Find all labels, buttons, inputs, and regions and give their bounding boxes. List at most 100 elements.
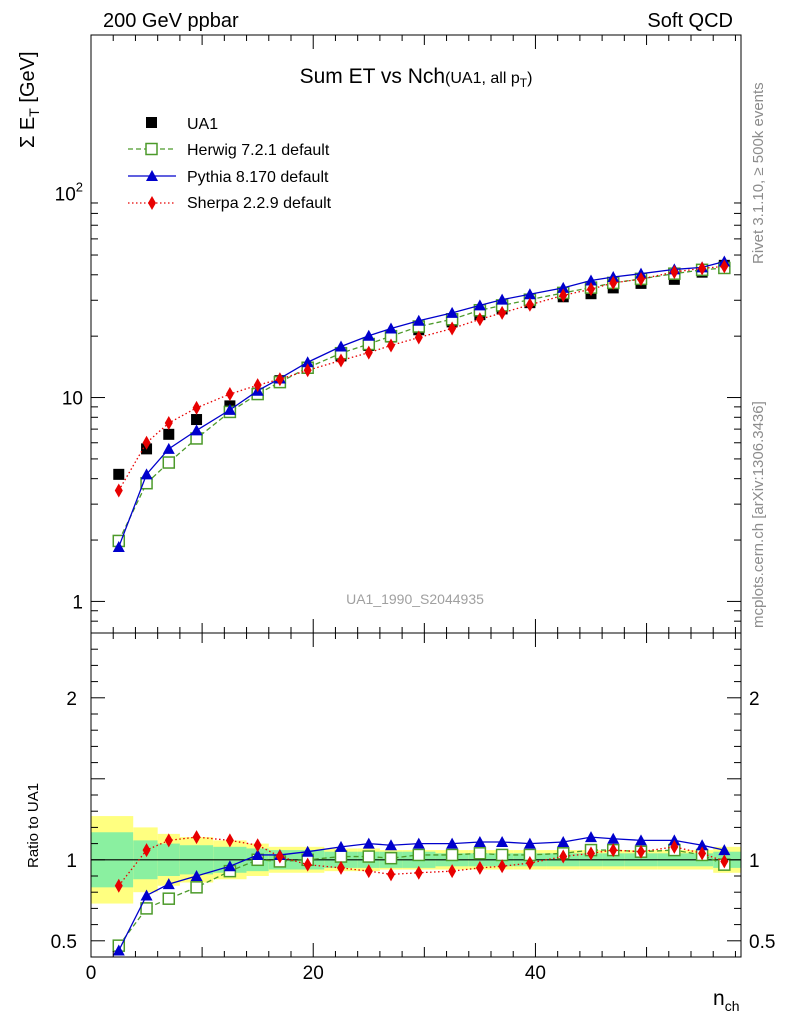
series-line-sherpa	[118, 265, 725, 491]
ratio-y-axis-label: Ratio to UA1	[25, 783, 42, 868]
main-panel: 1 10 102 Sum ET vs Nch(UA1, all p T) UA1_19…	[17, 34, 742, 634]
ratio-sherpa-point	[670, 839, 679, 854]
series-herwig	[112, 261, 731, 548]
x-axis-label-main: n	[713, 987, 725, 1010]
ratio-sherpa-point	[414, 865, 423, 880]
legend-entry-ua1: UA1	[146, 116, 218, 133]
legend-marker-herwig	[145, 142, 158, 156]
pythia-point	[362, 329, 375, 341]
ratio-herwig-point	[140, 902, 153, 915]
sherpa-point	[498, 305, 507, 320]
ua1-point	[113, 468, 125, 480]
header-right: Soft QCD	[647, 10, 733, 32]
ratio-pythia-point	[362, 837, 375, 849]
ratio-herwig-point	[334, 850, 348, 863]
pythia-point	[301, 356, 314, 368]
sherpa-point	[559, 288, 568, 303]
ratio-series-pythia	[112, 831, 731, 956]
sherpa-point	[253, 378, 262, 393]
ratio-sherpa-point	[164, 833, 173, 848]
herwig-point	[162, 456, 176, 469]
ratio-herwig-point	[445, 848, 459, 862]
ratio-pythia-point	[251, 848, 264, 860]
ua1-point	[163, 428, 175, 440]
ratio-sherpa-point	[609, 843, 618, 858]
y-tick-label: 102	[55, 180, 83, 206]
series-line-herwig	[118, 267, 725, 542]
ratio-frame	[90, 632, 742, 958]
pythia-point	[446, 306, 459, 318]
ratio-sherpa-point	[475, 860, 484, 875]
sherpa-point	[475, 312, 484, 327]
ratio-series-sherpa	[114, 830, 729, 893]
ratio-sherpa-point	[720, 854, 729, 869]
ratio-tick-label-left: 0.5	[51, 932, 77, 953]
sherpa-point	[192, 400, 201, 415]
pythia-point	[557, 281, 570, 293]
pythia-point	[335, 340, 347, 352]
header-left: 200 GeV ppbar	[103, 10, 239, 32]
ratio-sherpa-point	[337, 860, 345, 875]
pythia-point	[223, 403, 236, 415]
pythia-point	[585, 274, 597, 286]
rivet-label: Rivet 3.1.10, ≥ 500k events	[750, 82, 767, 264]
legend: UA1 Herwig 7.2.1 default Pythia 8.170 de…	[128, 116, 332, 212]
ratio-tick-label-right: 0.5	[749, 932, 775, 953]
sherpa-point	[364, 345, 373, 360]
x-tick-label: 20	[303, 963, 324, 984]
chart-title-close: )	[527, 70, 532, 87]
ratio-sherpa-point	[114, 878, 123, 893]
legend-entry-pythia: Pythia 8.170 default	[128, 169, 329, 186]
legend-label-sherpa: Sherpa 2.2.9 default	[187, 195, 332, 212]
legend-marker-sherpa	[148, 196, 156, 210]
ratio-tick-label-right: 2	[749, 689, 760, 710]
ratio-sherpa-point	[637, 844, 645, 859]
sherpa-point	[387, 338, 395, 353]
ratio-pythia-point	[223, 860, 236, 872]
x-axis-label-sub: ch	[725, 998, 740, 1014]
pythia-point	[385, 322, 397, 334]
ratio-tick-label-left: 2	[66, 689, 77, 710]
analysis-watermark: UA1_1990_S2044935	[346, 591, 484, 607]
ratio-pythia-point	[385, 839, 397, 851]
ratio-herwig-point	[362, 850, 376, 863]
sherpa-point	[720, 259, 729, 274]
ratio-pythia-point	[335, 840, 347, 852]
pythia-point	[190, 424, 203, 436]
ratio-pythia-point	[718, 844, 731, 856]
ratio-herwig-point	[495, 848, 509, 862]
ratio-pythia-point	[446, 837, 459, 849]
ratio-herwig-point	[190, 881, 203, 894]
ratio-sherpa-point	[448, 864, 457, 879]
legend-entry-herwig: Herwig 7.2.1 default	[128, 142, 330, 159]
pythia-point	[140, 468, 153, 480]
sherpa-point	[698, 261, 707, 276]
ratio-sherpa-point	[253, 838, 262, 853]
y-tick-label: 10	[62, 389, 83, 410]
y-tick-label: 1	[72, 592, 83, 613]
ratio-pythia-point	[696, 839, 709, 851]
ratio-sherpa-point	[387, 867, 395, 882]
ratio-pythia-point	[412, 837, 425, 849]
ratio-pythia-point	[496, 835, 509, 847]
chart-title-main: Sum ET vs Nch	[300, 65, 445, 88]
sherpa-point	[164, 416, 173, 431]
pythia-point	[496, 293, 509, 305]
sherpa-point	[587, 282, 595, 297]
ratio-sherpa-point	[364, 864, 373, 879]
pythia-point	[412, 314, 425, 326]
sherpa-point	[637, 272, 645, 287]
ratio-sherpa-point	[498, 859, 507, 874]
ratio-panel: 0 20 40 0.5 0.5 1 1 2 2 Ratio to UA1 nch	[25, 632, 775, 1014]
sherpa-point	[142, 435, 151, 450]
chart-title-suffix: (UA1, all p	[445, 70, 520, 87]
legend-label-ua1: UA1	[187, 116, 218, 133]
series-ua1	[113, 259, 730, 480]
ratio-herwig-point	[384, 851, 398, 865]
series-sherpa	[114, 259, 729, 498]
ratio-herwig-point	[473, 847, 487, 860]
ratio-pythia-point	[585, 831, 597, 843]
series-pythia	[112, 255, 731, 552]
y-axis-label-sub: T	[26, 108, 42, 117]
legend-marker-ua1	[146, 117, 157, 128]
